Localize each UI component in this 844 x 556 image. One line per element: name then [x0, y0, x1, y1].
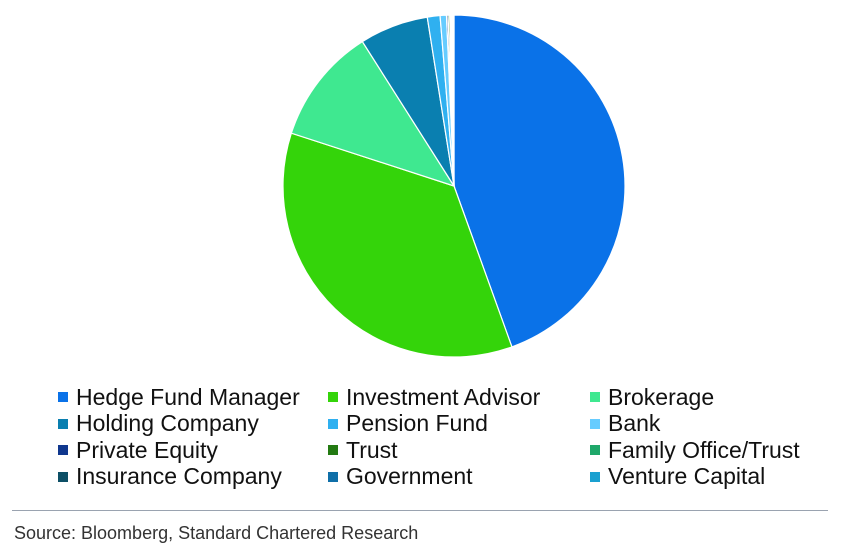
pie-slice-venture-capital	[452, 14, 455, 187]
legend: Hedge Fund Manager Investment Advisor Brok…	[58, 384, 838, 490]
legend-swatch	[328, 445, 338, 456]
legend-item: Venture Capital	[590, 463, 830, 491]
legend-label: Private Equity	[76, 436, 218, 463]
pie-slice-investment-advisor	[282, 132, 513, 358]
legend-item: Brokerage	[590, 384, 830, 411]
legend-item: Investment Advisor	[328, 384, 590, 411]
legend-label: Brokerage	[608, 383, 715, 410]
legend-swatch	[328, 418, 338, 429]
legend-label: Hedge Fund Manager	[76, 383, 300, 410]
legend-label: Family Office/Trust	[608, 436, 800, 463]
legend-label: Venture Capital	[608, 463, 766, 490]
legend-label: Insurance Company	[76, 463, 282, 490]
legend-label: Government	[346, 463, 473, 490]
legend-swatch	[58, 418, 68, 429]
legend-item: Trust	[328, 437, 590, 464]
legend-item: Bank	[590, 410, 830, 438]
legend-swatch	[328, 471, 338, 482]
legend-item: Pension Fund	[328, 410, 590, 438]
pie-slice-hedge-fund-manager	[453, 14, 626, 348]
source-note: Source: Bloomberg, Standard Chartered Re…	[14, 523, 419, 543]
legend-swatch	[590, 445, 600, 456]
legend-item: Private Equity	[58, 437, 328, 464]
legend-swatch	[590, 471, 600, 482]
legend-label: Investment Advisor	[346, 383, 541, 410]
legend-label: Bank	[608, 410, 661, 437]
divider	[12, 510, 828, 511]
pie-slice-brokerage	[290, 40, 456, 188]
legend-label: Trust	[346, 436, 398, 463]
legend-swatch	[58, 392, 68, 403]
legend-swatch	[328, 392, 338, 403]
legend-item: Hedge Fund Manager	[58, 384, 328, 411]
legend-label: Pension Fund	[346, 410, 488, 437]
legend-swatch	[58, 445, 68, 456]
legend-item: Insurance Company	[58, 463, 328, 491]
legend-item: Holding Company	[58, 410, 328, 438]
legend-item: Family Office/Trust	[590, 437, 830, 464]
legend-swatch	[590, 418, 600, 429]
pie-chart	[282, 14, 626, 358]
legend-label: Holding Company	[76, 410, 259, 437]
legend-item: Government	[328, 463, 590, 491]
legend-swatch	[590, 392, 600, 403]
legend-swatch	[58, 471, 68, 482]
